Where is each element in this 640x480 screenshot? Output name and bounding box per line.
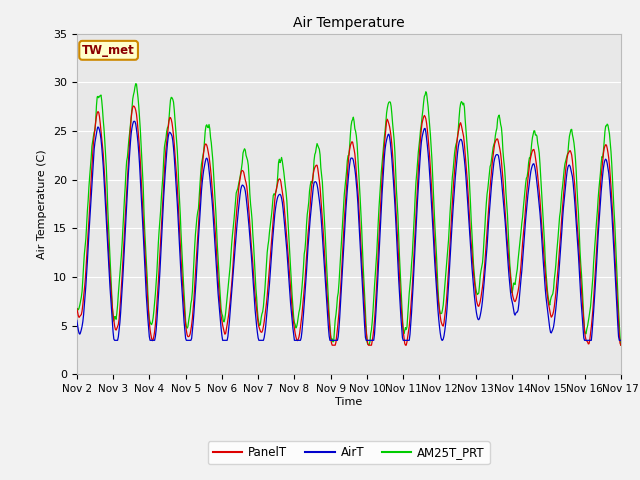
AirT [342,208,349,214]
AM25T_PRT [394,213,402,218]
AirT [449,217,456,223]
PanelT [395,257,403,263]
AirT [395,276,403,282]
AirT [111,337,118,343]
PanelT [73,306,81,312]
Legend: PanelT, AirT, AM25T_PRT: PanelT, AirT, AM25T_PRT [208,442,490,464]
Line: AM25T_PRT: AM25T_PRT [77,84,621,345]
AM25T_PRT [73,307,81,312]
AM25T_PRT [568,126,575,132]
AirT [73,317,81,323]
AM25T_PRT [216,294,224,300]
PanelT [449,201,456,206]
AirT [568,174,576,180]
AirT [617,337,625,343]
AirT [194,249,202,254]
Line: AirT: AirT [77,121,621,340]
Title: Air Temperature: Air Temperature [293,16,404,30]
AirT [217,325,225,331]
AM25T_PRT [132,81,140,86]
AM25T_PRT [617,342,625,348]
PanelT [328,342,336,348]
Text: TW_met: TW_met [82,44,135,57]
Y-axis label: Air Temperature (C): Air Temperature (C) [37,149,47,259]
AM25T_PRT [448,186,456,192]
PanelT [193,247,201,252]
X-axis label: Time: Time [335,397,362,407]
PanelT [617,342,625,348]
Line: PanelT: PanelT [77,106,621,345]
AM25T_PRT [193,215,201,220]
PanelT [342,195,349,201]
PanelT [130,103,138,109]
AirT [131,118,138,124]
PanelT [568,158,576,164]
AM25T_PRT [341,184,349,190]
PanelT [216,306,224,312]
